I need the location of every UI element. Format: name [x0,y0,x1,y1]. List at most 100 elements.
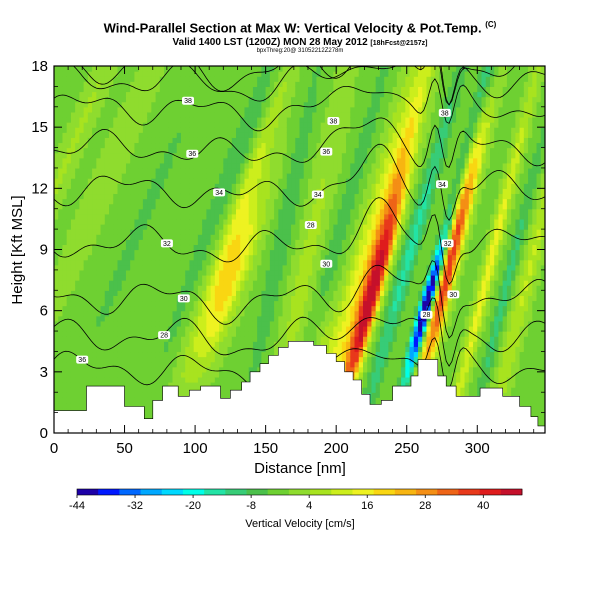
w-cell [202,249,207,256]
w-cell [138,101,144,108]
w-cell [341,157,347,164]
w-cell [231,244,237,251]
w-cell [121,325,127,332]
w-cell [109,346,114,353]
w-cell [202,193,207,200]
w-cell [223,295,229,302]
w-cell [70,285,76,291]
w-cell [210,366,216,373]
w-cell [104,229,110,235]
w-cell [75,402,80,409]
w-cell [159,198,165,205]
w-cell [282,218,288,225]
w-cell [168,218,174,225]
w-cell [193,162,199,169]
w-cell [341,152,347,159]
w-cell [58,178,64,184]
w-cell [261,157,267,164]
w-cell [341,147,347,154]
w-cell [295,157,301,164]
w-cell [147,132,152,138]
w-cell [54,203,59,210]
w-cell [134,300,140,307]
w-cell [341,300,347,307]
w-cell [155,106,161,113]
w-cell [316,203,322,210]
w-cell [240,305,246,312]
w-cell [134,167,140,174]
w-cell [261,213,267,220]
w-cell [316,218,322,225]
w-cell [210,249,216,256]
w-cell [159,264,165,271]
w-cell [159,157,165,164]
w-cell [83,208,89,215]
w-cell [231,137,237,144]
w-cell [333,101,339,108]
w-cell [66,178,72,184]
w-cell [155,274,161,281]
w-cell [62,249,68,256]
w-cell [164,91,169,98]
w-cell [138,193,144,200]
w-cell [341,280,347,286]
w-cell [307,229,313,235]
w-cell [125,274,131,281]
w-cell [155,91,161,98]
w-cell [87,183,93,189]
w-cell [265,213,271,220]
w-cell [312,142,318,149]
w-cell [324,71,330,77]
w-cell [125,218,131,225]
w-cell [113,203,119,210]
w-cell [100,152,106,159]
w-cell [159,91,165,98]
w-cell [265,285,271,291]
w-cell [312,213,318,220]
w-cell [307,300,313,307]
w-cell [227,356,233,363]
w-cell [236,76,241,82]
w-cell [341,269,347,276]
w-cell [240,137,246,144]
w-cell [252,361,258,368]
w-cell [197,361,203,368]
w-cell [303,269,309,276]
w-cell [274,142,279,149]
w-cell [193,218,199,225]
w-cell [96,213,102,220]
w-cell [62,127,68,133]
w-cell [83,178,89,184]
w-cell [92,91,97,98]
w-cell [333,336,339,342]
w-cell [197,356,203,363]
w-cell [333,106,339,113]
w-cell [193,101,199,108]
w-cell [295,76,301,82]
w-cell [62,356,68,363]
w-cell [164,183,169,189]
w-cell [138,66,144,72]
w-cell [66,162,72,169]
w-cell [307,280,313,286]
w-cell [299,116,305,123]
w-cell [79,66,85,72]
w-cell [54,331,59,337]
w-cell [92,361,97,368]
w-cell [227,341,233,347]
w-cell [138,244,144,251]
w-cell [142,331,148,337]
w-cell [125,229,131,235]
w-cell [100,254,106,261]
w-cell [227,71,233,77]
w-cell [257,224,262,230]
w-cell [54,351,59,358]
w-cell [92,142,97,149]
w-cell [252,244,258,251]
w-cell [176,325,182,332]
w-cell [104,285,110,291]
w-cell [87,269,93,276]
w-cell [248,193,254,200]
w-cell [113,229,119,235]
w-cell [329,142,334,149]
